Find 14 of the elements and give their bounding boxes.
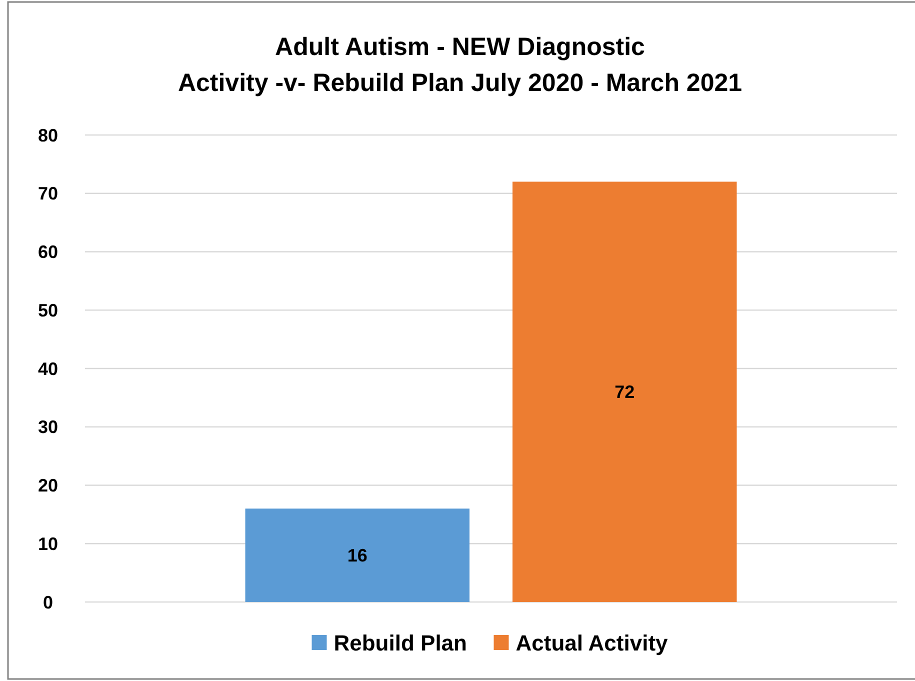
y-tick-label: 70 [38,184,58,204]
y-tick-label: 80 [38,125,58,146]
data-label: 16 [347,546,368,566]
legend-label: Rebuild Plan [334,630,467,656]
y-tick-label: 40 [38,358,58,379]
chart-title: Adult Autism - NEW Diagnostic Activity -v- Rebuild Plan July 2020 - March 2021 [178,33,742,97]
legend-label: Actual Activity [516,630,669,656]
y-tick-label: 0 [42,592,54,612]
y-tick-label: 30 [38,417,58,438]
y-tick-label: 50 [38,300,58,320]
y-tick-label: 60 [38,242,58,262]
y-tick-label: 20 [38,476,58,496]
y-tick-label: 10 [38,534,58,554]
data-label: 72 [614,382,635,402]
